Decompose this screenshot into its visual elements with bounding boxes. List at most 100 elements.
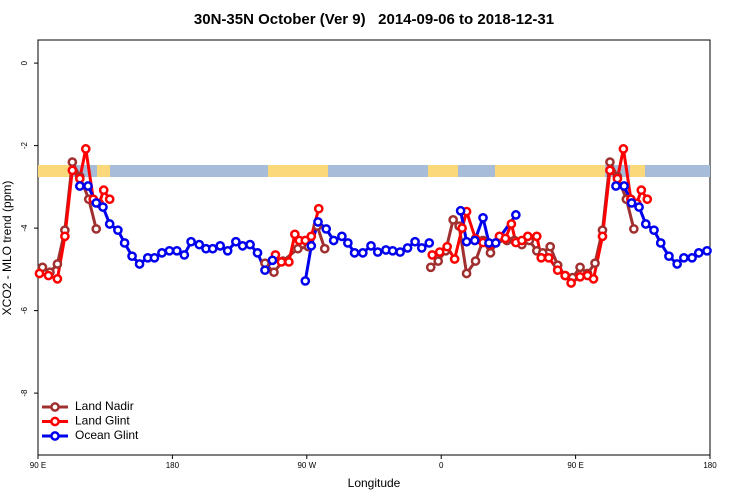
data-point [531, 231, 542, 242]
data-point [634, 202, 644, 212]
y-tick-label: 0 [20, 60, 29, 65]
x-tick-label: 90 W [297, 461, 316, 470]
data-point [343, 238, 353, 248]
data-point [207, 243, 218, 254]
x-tick-label: 0 [439, 461, 444, 470]
data-point [490, 238, 501, 248]
data-point [119, 238, 130, 248]
data-point [427, 250, 438, 260]
x-axis-label: Longitude [348, 476, 401, 490]
data-point [448, 215, 458, 225]
data-point [640, 219, 651, 229]
data-point [560, 270, 570, 281]
data-point [500, 233, 511, 244]
data-point [575, 262, 585, 273]
data-point [52, 274, 63, 284]
data-point [470, 256, 481, 266]
data-point [575, 271, 585, 282]
data-point [522, 231, 533, 242]
data-point [67, 157, 78, 167]
data-point [693, 248, 704, 258]
data-point [425, 262, 436, 273]
y-tick-label: -6 [20, 307, 29, 315]
data-point [543, 252, 554, 263]
data-point [605, 157, 615, 167]
data-point [672, 259, 682, 269]
data-point [611, 181, 621, 191]
data-point [402, 243, 413, 253]
data-point [506, 219, 517, 229]
land-ocean-strip [38, 165, 710, 177]
legend-label: Ocean Glint [75, 428, 139, 442]
data-point [104, 194, 115, 205]
data-point [461, 236, 472, 247]
data-point [478, 212, 488, 223]
data-point [98, 202, 108, 212]
data-point [597, 231, 608, 242]
data-point [179, 250, 190, 260]
data-point [60, 231, 70, 242]
data-point [387, 245, 398, 256]
x-tick-label: 180 [166, 461, 180, 470]
data-point [186, 236, 196, 247]
data-point [319, 243, 330, 254]
data-point [536, 252, 547, 263]
legend-marker [50, 416, 60, 427]
data-point [612, 173, 623, 184]
data-point [618, 144, 629, 154]
land-band [268, 165, 328, 177]
data-point [104, 219, 115, 229]
data-point [449, 254, 460, 264]
data-point [267, 255, 278, 266]
data-point [172, 245, 182, 256]
data-point [457, 223, 467, 233]
land-band [97, 165, 110, 177]
land-band [428, 165, 458, 177]
data-point [442, 241, 453, 252]
data-point [349, 248, 360, 258]
land-band [38, 165, 70, 177]
data-point [469, 235, 480, 246]
data-point [511, 210, 521, 220]
data-point [52, 259, 63, 269]
legend-marker [50, 431, 60, 441]
data-point [34, 268, 45, 279]
data-point [628, 224, 639, 234]
data-point [74, 181, 85, 191]
data-point [269, 267, 279, 278]
data-point [655, 238, 666, 248]
x-tick-label: 90 E [567, 461, 583, 470]
data-point [194, 239, 205, 250]
y-tick-label: -8 [20, 389, 29, 397]
data-point [461, 268, 472, 279]
data-point [134, 259, 145, 269]
data-point [679, 252, 689, 263]
data-point [328, 235, 339, 246]
data-point [337, 231, 347, 242]
data-point [372, 247, 383, 257]
data-point [395, 247, 405, 257]
data-point [91, 198, 102, 208]
data-point [306, 240, 317, 251]
data-point [313, 217, 323, 227]
data-point [231, 236, 241, 247]
data-point [67, 165, 78, 176]
data-point [605, 165, 615, 176]
data-point [91, 224, 102, 234]
data-point [245, 239, 255, 250]
chart-title: 30N-35N October (Ver 9) 2014-09-06 to 20… [194, 11, 554, 28]
y-tick-label: -2 [20, 142, 29, 150]
data-point [222, 245, 233, 256]
legend-marker [50, 402, 60, 412]
data-point [485, 248, 496, 258]
data-point [366, 240, 376, 251]
data-point [357, 248, 368, 258]
data-point [687, 252, 697, 263]
data-point [416, 243, 427, 253]
data-point [664, 251, 674, 262]
data-point [619, 181, 629, 191]
data-point [276, 257, 287, 267]
data-point [313, 203, 324, 214]
